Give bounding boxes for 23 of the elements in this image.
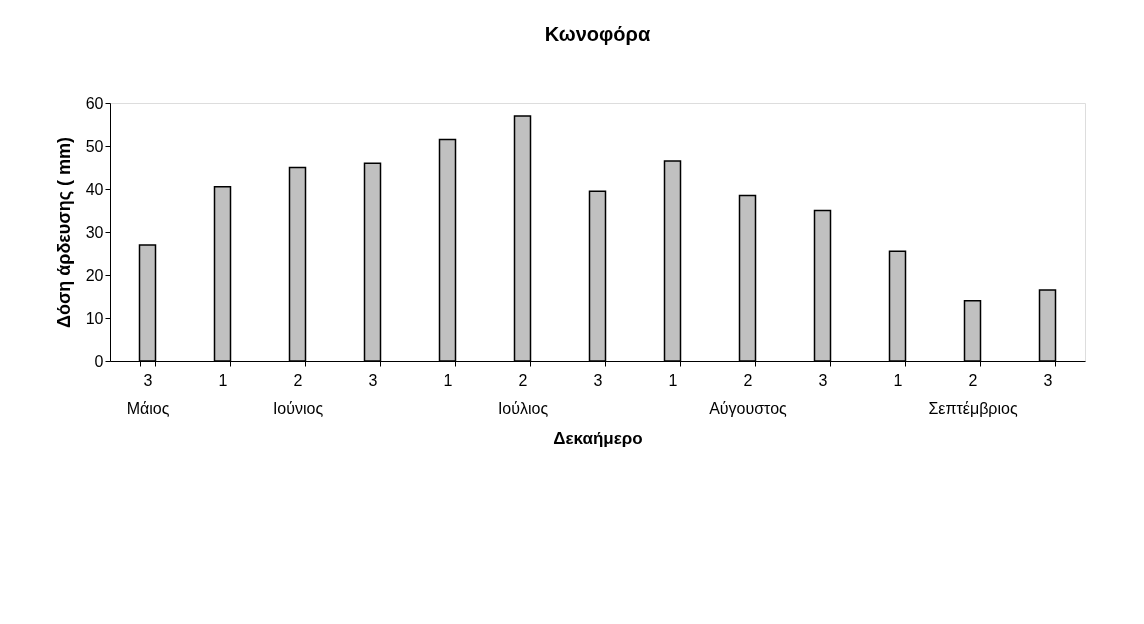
x-tick-label: 1 (443, 371, 453, 389)
x-tick-label: 1 (668, 371, 678, 389)
x-tick-label: 1 (218, 371, 228, 389)
x-tick-label: 2 Ιούνιος (272, 371, 324, 417)
y-tick-label: 50 (85, 137, 104, 155)
x-tick-label: 1 (893, 371, 903, 389)
x-tick-label: 3 Μάιος (126, 371, 170, 417)
y-tick-label: 10 (85, 309, 104, 327)
y-tick-label: 40 (85, 180, 104, 198)
y-axis-title: Δόση άρδευσης ( mm) (53, 136, 74, 329)
x-tick-label: 2 Ιούλιος (497, 371, 549, 417)
x-axis-title: Δεκαήμερο (553, 428, 643, 448)
x-tick-label: 2 Αύγουστος (709, 371, 788, 417)
x-tick-label: 3 (1043, 371, 1053, 389)
y-tick-label: 20 (85, 266, 104, 284)
chart-title: Κωνοφόρα (544, 23, 651, 45)
y-tick-label: 30 (85, 223, 104, 241)
x-tick-label: 3 (818, 371, 828, 389)
x-tick-label: 3 (593, 371, 603, 389)
y-tick-label: 0 (94, 352, 104, 370)
x-tick-label: 2 Σεπτέμβριος (928, 371, 1018, 417)
y-tick-label: 60 (85, 94, 104, 112)
x-tick-label: 3 (368, 371, 378, 389)
